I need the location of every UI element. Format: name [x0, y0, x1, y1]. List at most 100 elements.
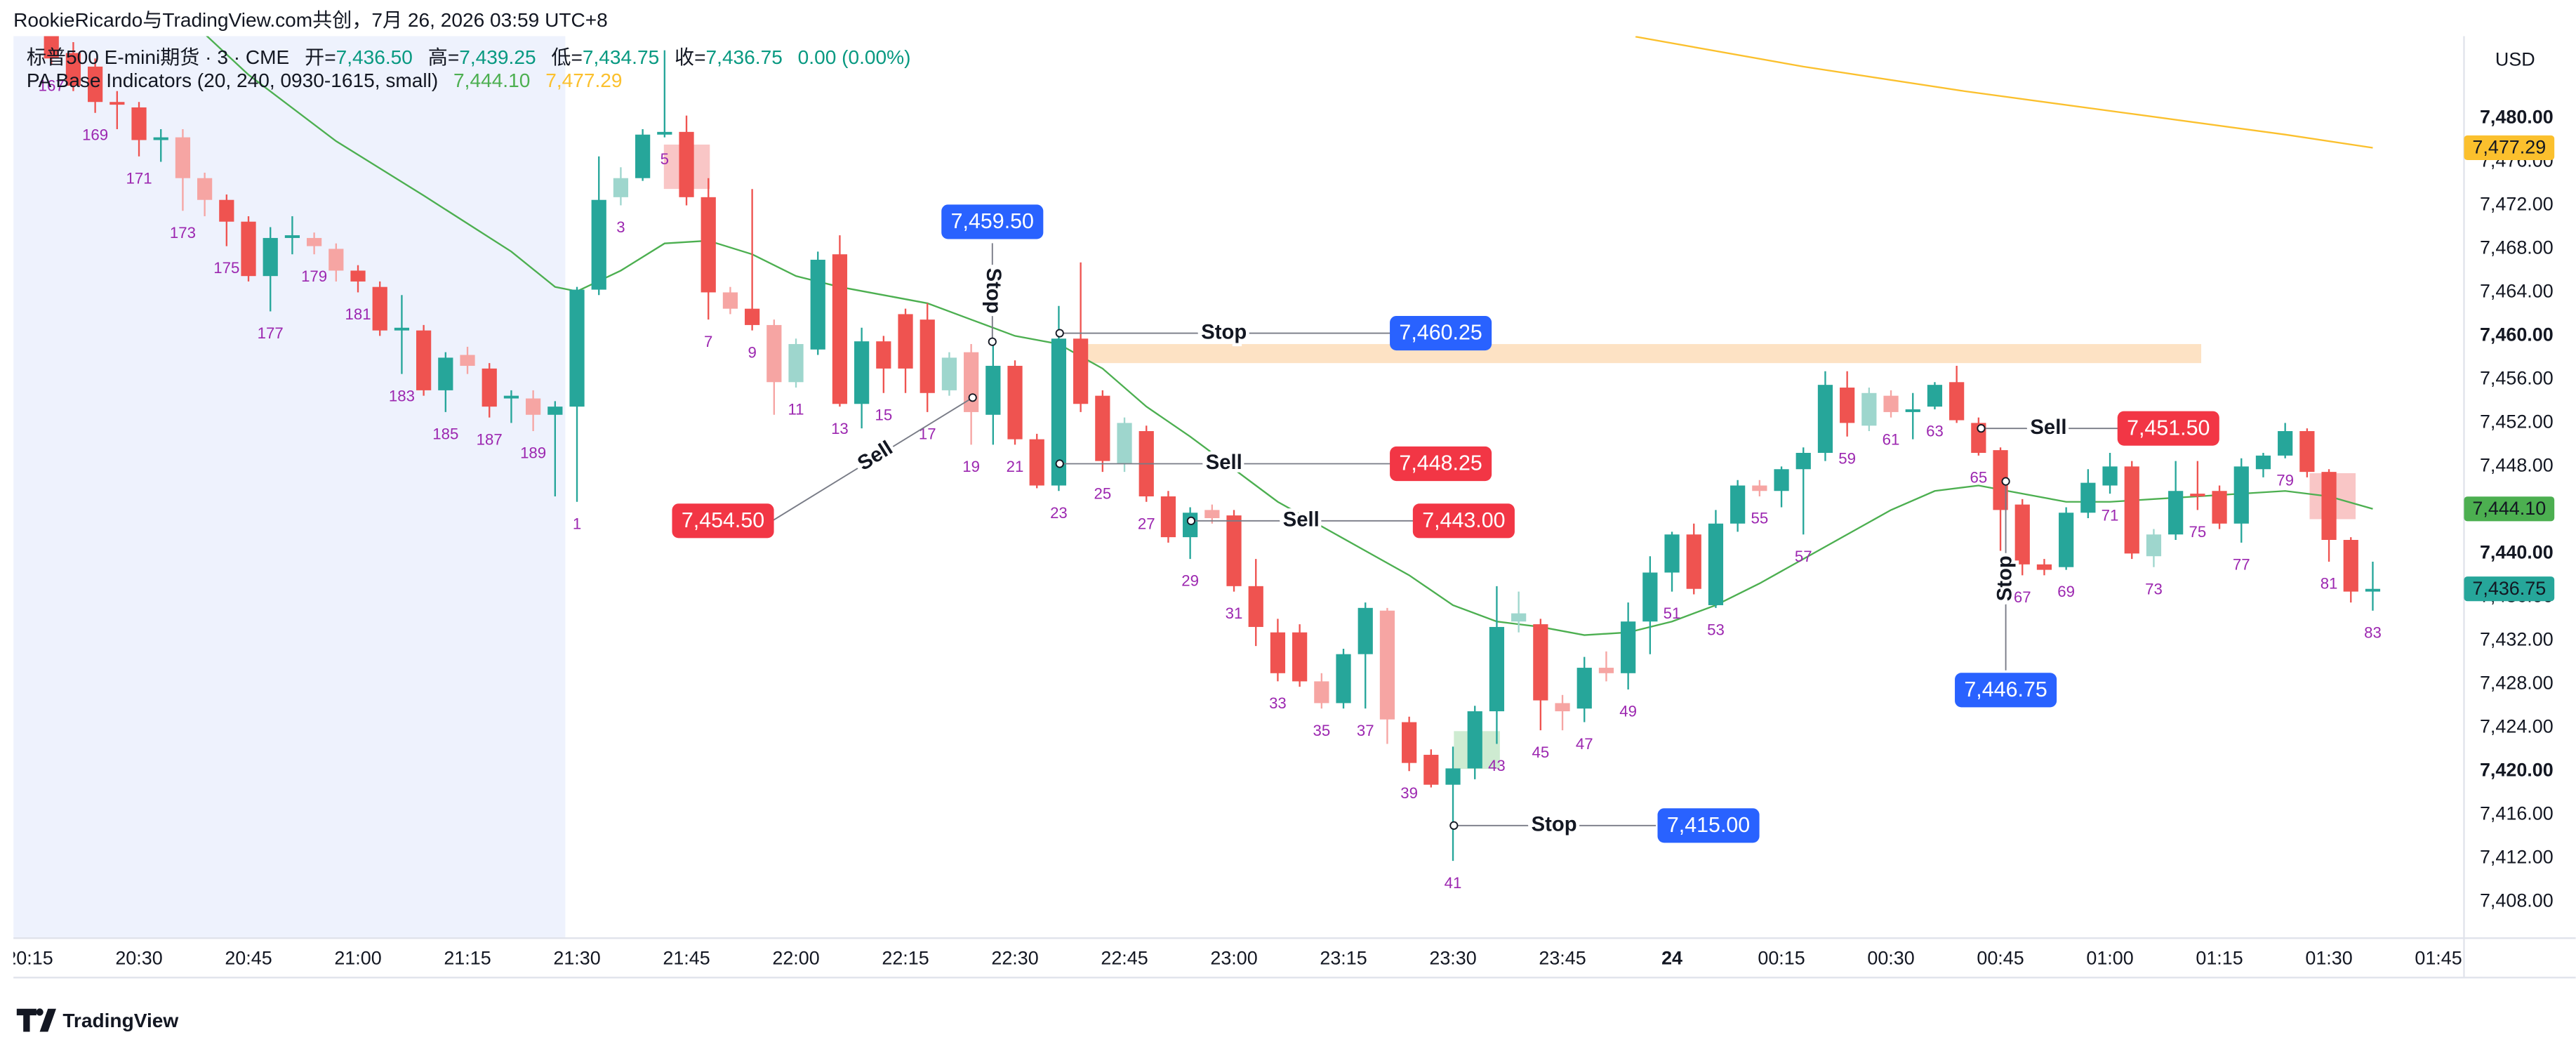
y-tick-label: 7,460.00: [2480, 324, 2554, 345]
candle-body: [438, 357, 453, 390]
bar-number: 49: [1619, 703, 1637, 720]
candle-body: [1445, 768, 1461, 785]
candle-body: [1248, 586, 1263, 627]
bar-number: 39: [1400, 784, 1418, 802]
x-tick-label: 22:15: [882, 948, 929, 969]
logo-dot: [36, 1008, 44, 1016]
candle-body: [460, 355, 475, 367]
candle-body: [153, 137, 168, 140]
candle-body: [241, 221, 256, 277]
bar-number: 75: [2189, 523, 2206, 541]
candle-body: [1029, 439, 1044, 486]
order-price-box: [1412, 503, 1515, 539]
ohlc-value: 7,436.50: [336, 47, 413, 69]
candle-body: [1314, 681, 1329, 704]
bar-number: 181: [345, 305, 371, 323]
order-price-label: 7,459.50: [951, 209, 1034, 233]
bar-number: 9: [748, 343, 756, 361]
bar-number: 25: [1094, 485, 1111, 503]
candle-body: [591, 199, 606, 290]
candle-body: [1292, 632, 1308, 682]
ohlc-name: 收=: [675, 47, 705, 69]
bar-number: 63: [1926, 423, 1944, 440]
candle-body: [307, 237, 322, 246]
candle-body: [613, 178, 629, 197]
order-price-box: [2117, 411, 2219, 446]
bar-number: 167: [39, 77, 65, 95]
candle-body: [745, 308, 760, 325]
bar-number: 43: [1488, 757, 1506, 774]
order-price-label: 7,415.00: [1667, 813, 1750, 837]
order-price-label: 7,446.75: [1964, 678, 2047, 701]
candle-body: [1533, 624, 1548, 701]
candle-body: [175, 137, 191, 178]
candle-body: [722, 292, 738, 309]
candle-body: [2124, 466, 2139, 554]
symbol-legend: 标普500 E-mini期货 · 3 · CME 开=7,436.50 高=7,…: [27, 47, 911, 69]
candle-body: [416, 330, 432, 390]
candle-body: [88, 66, 103, 103]
y-tick-label: 7,472.00: [2480, 194, 2554, 215]
candle-body: [1927, 385, 1943, 407]
indicator-value: 7,444.10: [453, 70, 530, 91]
x-tick-label: 01:45: [2415, 948, 2462, 969]
order-text: Sell: [1206, 451, 1242, 474]
candle-body: [1489, 626, 1505, 712]
candle-body: [1073, 338, 1089, 404]
candle-body: [1095, 395, 1110, 461]
last-value-label: 7,436.75: [2472, 578, 2546, 599]
candle-body: [919, 319, 935, 393]
candle-body: [1664, 534, 1680, 573]
bar-number: 23: [1050, 504, 1068, 522]
order-text: Stop: [982, 268, 1004, 314]
candle-body: [547, 407, 563, 415]
order-price-label: 7,443.00: [1422, 508, 1505, 532]
x-tick-label: 22:00: [772, 948, 819, 969]
candle-body: [1336, 654, 1351, 704]
bar-number: 55: [1751, 510, 1768, 527]
order-marker: [1449, 821, 1459, 830]
order-price-box: [941, 204, 1044, 239]
logo-text: TradingView: [62, 1010, 178, 1031]
candle-body: [394, 327, 410, 331]
bar-number: 41: [1445, 874, 1462, 892]
bar-number: 27: [1138, 515, 1155, 532]
candle-body: [2080, 482, 2096, 513]
candle-body: [2321, 472, 2337, 540]
order-price-label: 7,460.25: [1399, 321, 1482, 345]
bar-number: 67: [2014, 588, 2031, 606]
bar-number: 13: [831, 420, 849, 437]
indicator-legend: PA Base Indicators (20, 240, 0930-1615, …: [27, 70, 623, 91]
time-axis: 20:15 20:30 20:45 21:00 21:15 21:30 21:45 22:00…: [13, 948, 2462, 969]
candle-body: [1795, 453, 1811, 470]
bar-number: 33: [1269, 694, 1287, 712]
order-price-box: [1390, 315, 1492, 351]
x-tick-label: 20:45: [225, 948, 272, 969]
x-tick-label: 00:30: [1867, 948, 1914, 969]
order-price-box: [1390, 446, 1492, 482]
y-tick-label: 7,432.00: [2480, 628, 2554, 649]
candle-body: [941, 357, 957, 390]
order-price-box: [1955, 673, 2057, 708]
candle-body: [503, 395, 519, 399]
order-marker: [968, 393, 977, 402]
y-tick-label: 7,448.00: [2480, 454, 2554, 475]
symbol: 标普500 E-mini期货 · 3 · CME: [27, 47, 289, 69]
candle-body: [1357, 607, 1373, 654]
order-marker: [1055, 459, 1064, 468]
order-marker: [2001, 477, 2010, 486]
indicator: PA Base Indicators (20, 240, 0930-1615, …: [27, 70, 438, 91]
candle-body: [1511, 613, 1527, 622]
candle-body: [263, 237, 278, 277]
candle-body: [372, 286, 387, 331]
indicator-value: 7,477.29: [545, 70, 622, 91]
order-text: Sell: [2030, 416, 2066, 439]
x-tick-label: 23:45: [1539, 948, 1586, 969]
candle-body: [2059, 513, 2074, 567]
order-marker: [1186, 516, 1196, 525]
x-tick-label: 21:45: [663, 948, 710, 969]
order-price-box: [1657, 808, 1760, 843]
y-tick-label: 7,428.00: [2480, 672, 2554, 693]
bar-number: 61: [1883, 430, 1900, 448]
